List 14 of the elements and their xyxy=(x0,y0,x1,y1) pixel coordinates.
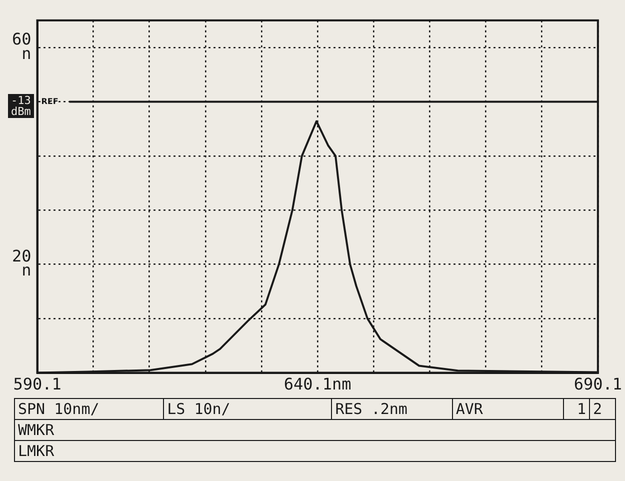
text: AVR xyxy=(452,399,564,419)
text: RES .2nm xyxy=(331,399,452,419)
y-tick-label: 60 n xyxy=(12,29,32,63)
text: LS 10n/ xyxy=(163,399,332,419)
text: 1 xyxy=(563,399,590,419)
text: WMKR xyxy=(17,420,56,440)
text: LMKR xyxy=(17,441,56,461)
x-tick-label: 640.1nm xyxy=(284,374,352,394)
text: 2 xyxy=(589,399,615,419)
text: SPN 10nm/ xyxy=(17,399,100,419)
text: -13 dBm xyxy=(8,94,34,118)
x-tick-label: 690.1 xyxy=(574,374,622,394)
x-tick-label: 590.1 xyxy=(13,374,62,394)
y-tick-label: 20 n xyxy=(12,246,32,280)
